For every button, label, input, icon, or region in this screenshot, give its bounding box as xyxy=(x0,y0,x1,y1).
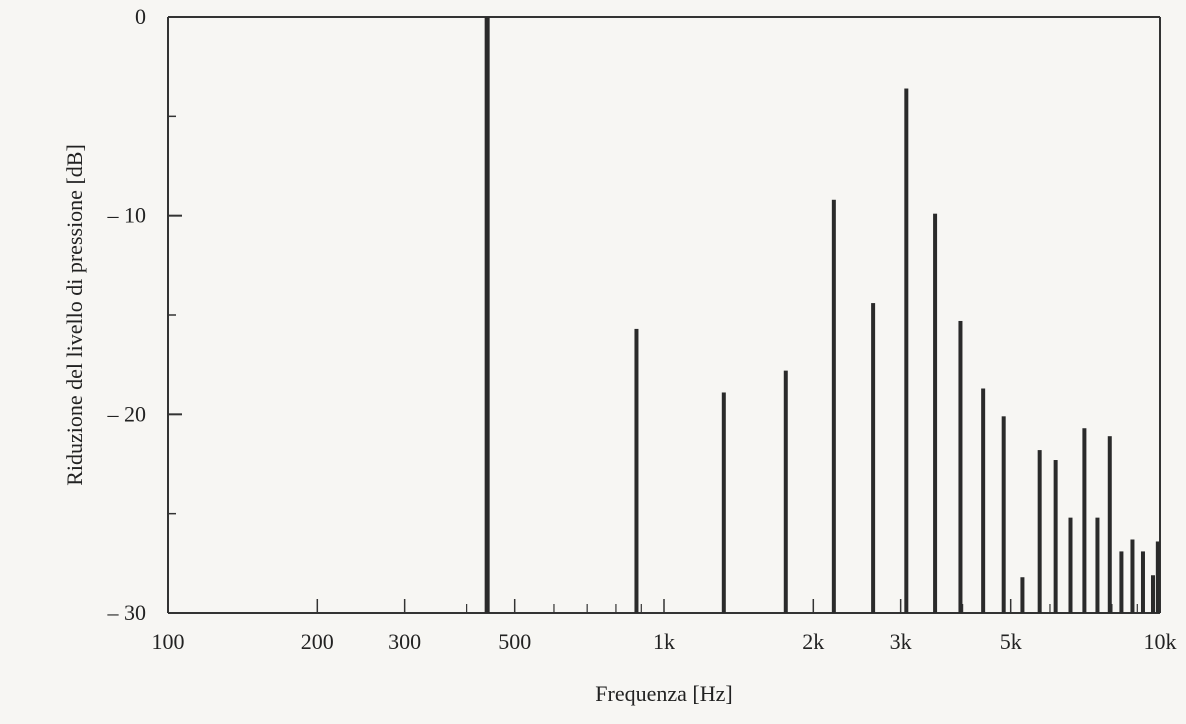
y-ticks: 0 – 10 – 20 – 30 xyxy=(107,4,182,625)
bar-0 xyxy=(484,17,490,613)
bar-17 xyxy=(1107,436,1112,613)
bar-9 xyxy=(981,388,986,613)
y-tick-label-1: – 10 xyxy=(107,203,147,228)
bars xyxy=(484,17,1160,614)
y-minor-ticks xyxy=(168,115,176,515)
bar-4 xyxy=(831,199,836,614)
bar-20 xyxy=(1140,551,1145,613)
bar-8 xyxy=(958,320,963,613)
y-tick-label-0: 0 xyxy=(135,4,146,29)
x-tick-label-5: 2k xyxy=(802,629,824,654)
bar-11 xyxy=(1020,577,1025,613)
x-tick-label-0: 100 xyxy=(152,629,185,654)
y-axis-title: Riduzione del livello di pressione [dB] xyxy=(62,144,87,486)
y-tick-label-2: – 20 xyxy=(107,401,147,426)
bar-1 xyxy=(634,328,639,613)
bar-12 xyxy=(1037,450,1042,613)
x-tick-label-4: 1k xyxy=(653,629,675,654)
x-axis-title: Frequenza [Hz] xyxy=(595,681,732,706)
bar-22 xyxy=(1155,541,1160,613)
bar-3 xyxy=(783,370,788,613)
x-tick-label-7: 5k xyxy=(1000,629,1022,654)
bar-5 xyxy=(871,303,876,613)
bar-10 xyxy=(1001,416,1006,613)
x-tick-label-6: 3k xyxy=(890,629,912,654)
y-tick-label-3: – 30 xyxy=(107,600,147,625)
bar-14 xyxy=(1068,517,1073,613)
bar-15 xyxy=(1082,428,1087,613)
bar-13 xyxy=(1053,460,1058,613)
bar-2 xyxy=(721,392,726,613)
bar-18 xyxy=(1119,551,1124,613)
plot-frame xyxy=(167,16,1161,614)
bar-21 xyxy=(1150,575,1155,613)
x-tick-label-8: 10k xyxy=(1144,629,1177,654)
x-ticks: 100 200 300 500 1k 2k 3k 5k 10k xyxy=(152,599,1177,654)
x-minor-ticks xyxy=(466,604,1138,613)
bar-16 xyxy=(1095,517,1100,613)
bar-19 xyxy=(1130,539,1135,613)
x-tick-label-3: 500 xyxy=(498,629,531,654)
x-tick-label-1: 200 xyxy=(301,629,334,654)
x-tick-label-2: 300 xyxy=(388,629,421,654)
bar-6 xyxy=(904,88,909,613)
bar-7 xyxy=(933,213,938,613)
